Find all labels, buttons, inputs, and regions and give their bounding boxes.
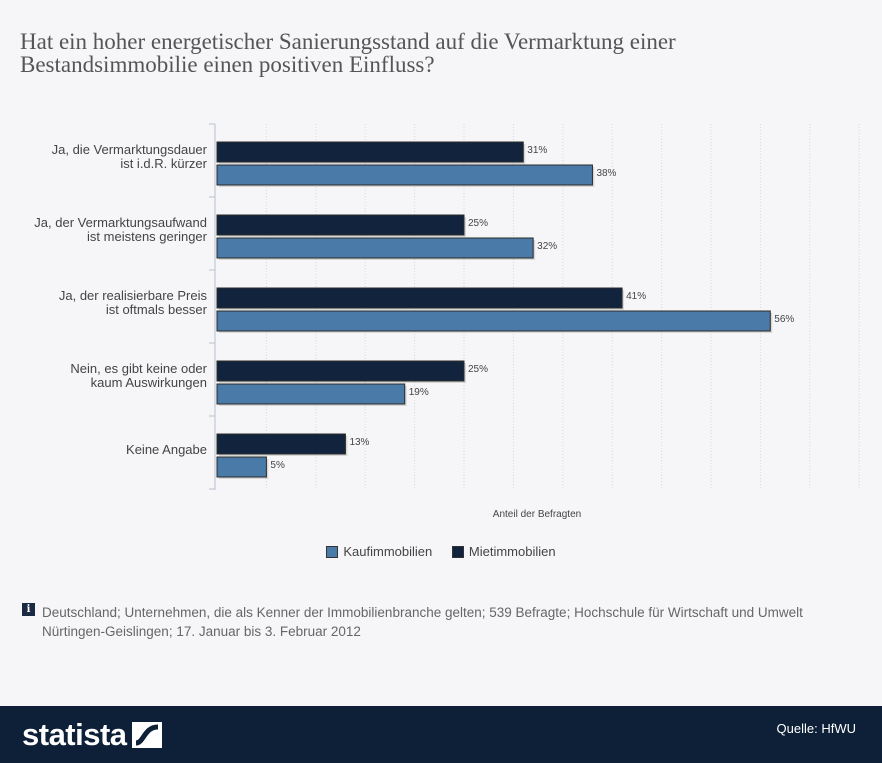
x-axis-label: Anteil der Befragten xyxy=(493,509,581,520)
data-label: 25% xyxy=(468,364,488,375)
bar-kaufimmobilien xyxy=(216,237,534,259)
category-label: Ja, der realisierbare Preis ist oftmals b… xyxy=(59,288,208,317)
legend-swatch-mietimmobilien xyxy=(451,546,464,559)
category-label-line: Ja, die Vermarktungsdauer xyxy=(52,142,208,157)
data-label: 25% xyxy=(468,218,488,229)
bar-mietimmobilien xyxy=(216,433,346,455)
bar-mietimmobilien xyxy=(216,141,524,163)
category-label-line: ist oftmals besser xyxy=(106,302,208,317)
info-icon[interactable]: i xyxy=(22,603,35,616)
data-label: 19% xyxy=(409,387,429,398)
legend-label-mietimmobilien: Mietimmobilien xyxy=(468,544,556,560)
category-label: Nein, es gibt keine oder kaum Auswirkunge… xyxy=(70,361,207,390)
bar-kaufimmobilien xyxy=(216,310,771,332)
category-label-line: Nein, es gibt keine oder xyxy=(70,361,207,376)
bar-kaufimmobilien xyxy=(216,456,267,478)
statista-logo[interactable]: statista xyxy=(22,717,162,752)
data-label: 5% xyxy=(270,460,285,471)
bar-mietimmobilien xyxy=(216,214,465,236)
data-label: 13% xyxy=(349,437,369,448)
statista-logo-icon xyxy=(131,722,162,748)
bar-chart: Ja, die Vermarktungsdauer ist i.d.R. kürz… xyxy=(34,123,860,520)
footnote: i Deutschland; Unternehmen, die als Kenn… xyxy=(22,603,852,641)
footer-bar: statista Quelle: HfWU xyxy=(0,706,882,763)
statista-logo-text: statista xyxy=(22,717,127,752)
data-label: 41% xyxy=(626,291,646,302)
bar-mietimmobilien xyxy=(216,287,623,309)
data-label: 31% xyxy=(527,145,547,156)
chart-legend: Kaufimmobilien Mietimmobilien xyxy=(0,543,882,559)
category-label-line: Keine Angabe xyxy=(126,442,207,457)
source-text: Quelle: HfWU xyxy=(776,721,856,736)
footnote-text: Deutschland; Unternehmen, die als Kenner… xyxy=(42,605,803,639)
data-label: 32% xyxy=(537,241,557,252)
legend-label-kaufimmobilien: Kaufimmobilien xyxy=(343,544,433,560)
legend-item-mietimmobilien[interactable]: Mietimmobilien xyxy=(451,544,556,560)
category-label-line: ist i.d.R. kürzer xyxy=(120,156,207,171)
legend-swatch-kaufimmobilien xyxy=(326,546,339,559)
legend-item-kaufimmobilien[interactable]: Kaufimmobilien xyxy=(326,544,432,559)
data-label: 56% xyxy=(774,314,794,325)
bar-kaufimmobilien xyxy=(216,383,406,405)
category-label: Keine Angabe xyxy=(126,442,207,457)
category-label-line: ist meistens geringer xyxy=(87,229,208,244)
bar-kaufimmobilien xyxy=(216,164,593,186)
data-label: 38% xyxy=(596,168,616,179)
category-label-line: kaum Auswirkungen xyxy=(91,375,207,390)
category-label: Ja, der Vermarktungsaufwand ist meistens … xyxy=(34,215,207,244)
category-label-line: Ja, der realisierbare Preis xyxy=(59,288,208,303)
bar-mietimmobilien xyxy=(216,360,465,382)
chart-title: Hat ein hoher energetischer Sanierungsst… xyxy=(20,29,676,77)
category-label: Ja, die Vermarktungsdauer ist i.d.R. kürz… xyxy=(52,142,208,171)
category-label-line: Ja, der Vermarktungsaufwand xyxy=(34,215,207,230)
